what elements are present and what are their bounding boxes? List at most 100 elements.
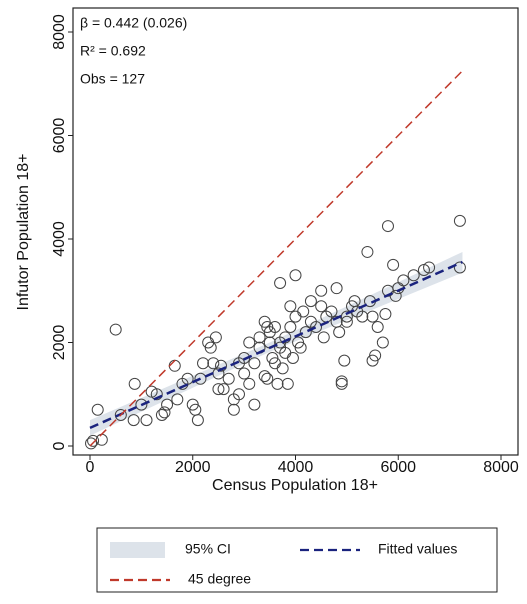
point (407, 269, 420, 282)
point (155, 408, 168, 421)
point (168, 359, 181, 372)
point (379, 308, 392, 321)
x-tick-label: 0 (86, 459, 95, 476)
annotation: β = 0.442 (0.026) (80, 15, 187, 31)
point (369, 349, 382, 362)
legend-label: Fitted values (378, 541, 457, 557)
y-tick-label: 4000 (51, 221, 68, 257)
x-tick-label: 6000 (380, 459, 416, 476)
point (243, 377, 256, 390)
point (381, 220, 394, 233)
y-tick-label: 8000 (51, 14, 68, 50)
point (127, 414, 140, 427)
legend-swatch (110, 542, 165, 558)
point (289, 269, 302, 282)
point (261, 372, 274, 385)
point (135, 398, 148, 411)
point (268, 320, 281, 333)
point (171, 393, 184, 406)
point (333, 326, 346, 339)
point (286, 352, 299, 365)
annotation: Obs = 127 (80, 71, 145, 87)
point (453, 214, 466, 227)
point (356, 310, 369, 323)
point (423, 261, 436, 274)
point (158, 406, 171, 419)
point (376, 336, 389, 349)
point (243, 336, 256, 349)
point (217, 383, 230, 396)
point (215, 359, 228, 372)
point (317, 331, 330, 344)
point (371, 320, 384, 333)
point (128, 377, 141, 390)
x-axis-title: Census Population 18+ (212, 477, 378, 494)
point (330, 282, 343, 295)
point (274, 276, 287, 289)
point (281, 377, 294, 390)
x-tick-label: 8000 (483, 459, 519, 476)
point (191, 414, 204, 427)
y-tick-label: 2000 (51, 325, 68, 361)
point (209, 331, 222, 344)
point (194, 372, 207, 385)
fit-line (89, 70, 464, 447)
point (366, 310, 379, 323)
point (87, 434, 100, 447)
point (279, 331, 292, 344)
point (289, 310, 302, 323)
point (227, 403, 240, 416)
x-tick-label: 2000 (175, 459, 211, 476)
legend-label: 45 degree (188, 571, 251, 587)
point (389, 289, 402, 302)
point (315, 300, 328, 313)
point (232, 388, 245, 401)
x-tick-label: 4000 (278, 459, 314, 476)
y-tick-label: 0 (51, 441, 68, 450)
point (335, 377, 348, 390)
y-axis-title: Infutor Population 18+ (15, 153, 32, 310)
point (271, 377, 284, 390)
point (248, 398, 261, 411)
point (338, 354, 351, 367)
legend-box (96, 527, 498, 593)
point (161, 398, 174, 411)
point (91, 403, 104, 416)
point (453, 261, 466, 274)
point (114, 408, 127, 421)
point (85, 437, 98, 450)
point (197, 357, 210, 370)
point (304, 295, 317, 308)
point (335, 375, 348, 388)
point (299, 326, 312, 339)
point (109, 323, 122, 336)
point (95, 433, 108, 446)
point (238, 367, 251, 380)
point (361, 245, 374, 258)
point (397, 274, 410, 287)
point (150, 388, 163, 401)
annotation: R² = 0.692 (80, 43, 146, 59)
point (294, 341, 307, 354)
point (204, 341, 217, 354)
point (297, 305, 310, 318)
fit-line (89, 260, 463, 430)
point (212, 383, 225, 396)
point (222, 372, 235, 385)
point (276, 362, 289, 375)
point (387, 258, 400, 271)
point (284, 300, 297, 313)
point (258, 370, 271, 383)
legend-label: 95% CI (185, 541, 231, 557)
point (140, 414, 153, 427)
point (207, 357, 220, 370)
point (310, 320, 323, 333)
point (325, 305, 338, 318)
point (340, 315, 353, 328)
point (284, 320, 297, 333)
y-tick-label: 6000 (51, 118, 68, 154)
point (248, 357, 261, 370)
point (315, 284, 328, 297)
point (253, 331, 266, 344)
